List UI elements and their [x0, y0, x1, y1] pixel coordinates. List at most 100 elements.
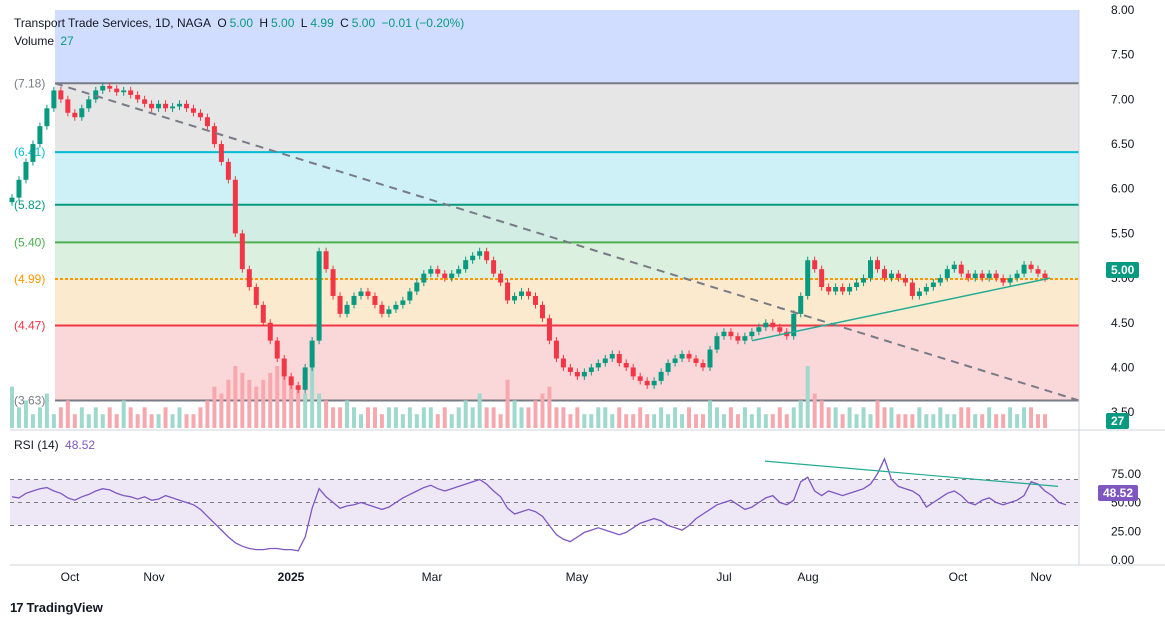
candle-body	[477, 251, 483, 256]
symbol-label[interactable]: Transport Trade Services, 1D, NAGA	[14, 16, 211, 30]
candle-body	[763, 322, 769, 328]
candle-body	[1000, 278, 1006, 283]
volume-bar	[498, 414, 503, 428]
candle-body	[916, 291, 922, 296]
low-value: 4.99	[310, 16, 334, 30]
candle-body	[909, 282, 915, 296]
price-tick: 7.50	[1111, 48, 1135, 62]
candle-body	[302, 367, 308, 390]
volume-bar	[694, 414, 699, 428]
rsi-tick: 75.00	[1111, 467, 1141, 481]
volume-bar	[980, 414, 985, 428]
fib-level-label: (5.82)	[14, 198, 45, 212]
volume-label: Volume	[14, 34, 55, 48]
candle-body	[491, 260, 497, 274]
volume-bar	[296, 386, 301, 428]
candle-body	[630, 367, 636, 377]
fib-zone	[55, 242, 1079, 279]
volume-bar	[268, 372, 273, 428]
candle-body	[714, 336, 720, 350]
candle-body	[295, 385, 301, 390]
candle-body	[854, 282, 860, 288]
volume-bar	[791, 407, 796, 428]
candle-body	[532, 295, 538, 305]
volume-bar	[582, 414, 587, 428]
candle-body	[986, 273, 992, 279]
candle-body	[379, 304, 385, 314]
fib-zone	[55, 278, 1079, 326]
volume-bar	[526, 407, 531, 428]
candle-body	[190, 108, 196, 113]
candle-body	[114, 88, 120, 93]
volume-bar	[819, 400, 824, 428]
volume-bar	[770, 414, 775, 428]
volume-bar	[882, 407, 887, 428]
volume-bar	[442, 407, 447, 428]
candle-body	[288, 376, 294, 386]
volume-bar	[191, 414, 196, 428]
volume-bar	[317, 393, 322, 428]
candle-body	[944, 269, 950, 279]
candle-body	[100, 85, 106, 91]
volume-bar	[924, 414, 929, 428]
candle-body	[456, 269, 462, 274]
volume-bar	[23, 400, 28, 428]
volume-bar	[575, 407, 580, 428]
high-label: H	[259, 16, 269, 30]
volume-bar	[79, 407, 84, 428]
price-tick: 8.00	[1111, 3, 1135, 17]
brand[interactable]: 17 TradingView	[10, 600, 103, 615]
rsi-badge: 48.52	[1098, 485, 1139, 501]
candle-body	[965, 273, 971, 279]
volume-bar	[1036, 414, 1041, 428]
candle-body	[979, 273, 985, 279]
candle-body	[344, 304, 350, 314]
candle-body	[721, 331, 727, 337]
volume-bar	[589, 414, 594, 428]
brand-name: TradingView	[26, 600, 103, 615]
volume-bar	[37, 407, 42, 428]
volume-bar	[435, 414, 440, 428]
candle-body	[323, 251, 329, 270]
volume-bar	[966, 407, 971, 428]
volume-bar	[645, 414, 650, 428]
candle-body	[735, 336, 741, 341]
candle-body	[135, 94, 141, 100]
candle-body	[937, 278, 943, 283]
rsi-label[interactable]: RSI (14)	[14, 438, 59, 452]
open-value: 5.00	[229, 16, 254, 30]
volume-bar	[659, 407, 664, 428]
volume-bar	[393, 407, 398, 428]
rsi-tick: 25.00	[1111, 524, 1141, 538]
volume-bar	[128, 407, 133, 428]
volume-bar	[568, 414, 573, 428]
volume-bar	[1029, 407, 1034, 428]
volume-bar	[86, 414, 91, 428]
candle-body	[142, 99, 148, 104]
candle-body	[861, 278, 867, 283]
volume-bar	[519, 407, 524, 428]
volume-bar	[554, 407, 559, 428]
candle-body	[183, 103, 189, 109]
volume-bar	[121, 400, 126, 428]
candle-body	[309, 340, 315, 368]
candle-body	[177, 103, 183, 107]
candle-body	[512, 295, 518, 301]
candle-body	[700, 362, 706, 368]
candle-body	[805, 260, 811, 296]
candle-body	[428, 269, 434, 274]
rsi-tick: 0.00	[1111, 553, 1135, 567]
volume-bar	[763, 414, 768, 428]
candle-body	[1021, 264, 1027, 274]
uptrend-line	[751, 277, 1051, 342]
candle-body	[149, 103, 155, 109]
price-tick: 7.00	[1111, 92, 1135, 106]
candle-body	[253, 287, 259, 305]
fib-level-label: (4.47)	[14, 318, 45, 332]
volume-bar	[1015, 414, 1020, 428]
time-tick: Mar	[422, 570, 443, 584]
volume-bar	[386, 407, 391, 428]
candle-body	[58, 90, 64, 100]
